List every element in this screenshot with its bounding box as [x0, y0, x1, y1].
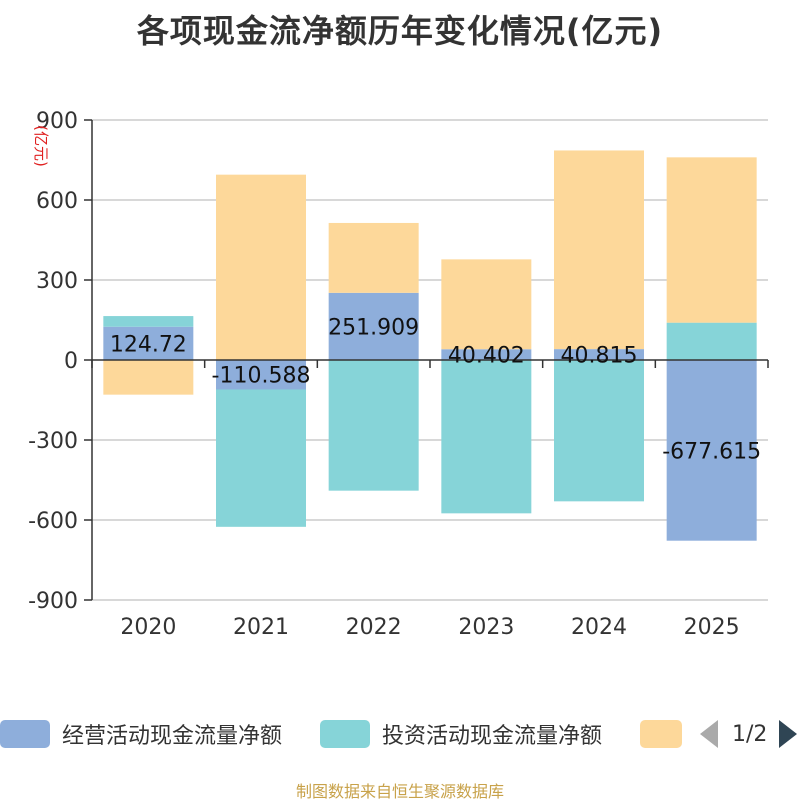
y-tick-label: -900	[28, 589, 78, 614]
pager-prev-icon[interactable]	[700, 720, 718, 748]
legend-label-operating: 经营活动现金流量净额	[62, 724, 283, 749]
legend-item-financing[interactable]	[640, 716, 694, 752]
bar-group	[103, 150, 757, 541]
data-label: 251.909	[328, 315, 419, 340]
source-note: 制图数据来自恒生聚源数据库	[295, 782, 504, 801]
y-axis-unit-label: (亿元)	[32, 125, 50, 167]
legend-swatch-investing	[320, 720, 370, 748]
bar-s0-2024[interactable]	[554, 349, 644, 360]
x-tick-label: 2021	[233, 615, 289, 640]
bar-s1-2024[interactable]	[554, 360, 644, 502]
bar-s0-2020[interactable]	[103, 326, 194, 360]
bar-s2-2023[interactable]	[441, 259, 532, 350]
legend: 经营活动现金流量净额 投资活动现金流量净额	[0, 716, 800, 752]
x-tick-label: 2023	[458, 615, 514, 640]
data-label: -677.615	[662, 439, 761, 464]
y-tick-label: -300	[28, 429, 78, 454]
legend-pager: 1/2	[700, 716, 798, 752]
bar-s2-2020[interactable]	[103, 360, 194, 395]
y-tick-label: 900	[36, 109, 78, 134]
x-tick-label: 2025	[684, 615, 740, 640]
legend-swatch-operating	[0, 720, 50, 748]
x-tick-label: 2020	[120, 615, 176, 640]
data-label: 124.72	[110, 332, 187, 357]
data-labels: 124.72 -110.588 251.909 40.402 40.815 -677.61…	[110, 315, 761, 464]
data-label: -110.588	[212, 364, 311, 389]
x-tick-label: 2022	[346, 615, 402, 640]
pager-next-icon[interactable]	[779, 720, 798, 748]
chart-title: 各项现金流净额历年变化情况(亿元)	[136, 12, 664, 50]
bar-s1-2020[interactable]	[103, 316, 194, 327]
bar-s0-2022[interactable]	[328, 292, 419, 360]
legend-label-investing: 投资活动现金流量净额	[382, 724, 603, 749]
legend-item-operating[interactable]: 经营活动现金流量净额	[0, 716, 282, 752]
legend-item-investing[interactable]: 投资活动现金流量净额	[320, 716, 602, 752]
bar-s2-2022[interactable]	[328, 222, 419, 293]
x-tick-label: 2024	[571, 615, 627, 640]
data-label: 40.815	[561, 344, 638, 369]
axes: -900 -600 -300 0 300 600 900 2020 2021 2022 2023 20…	[28, 109, 769, 640]
bar-s0-2021[interactable]	[216, 360, 306, 390]
bar-s2-2024[interactable]	[554, 150, 644, 350]
bar-s1-2022[interactable]	[328, 360, 419, 491]
bar-s2-2021[interactable]	[216, 174, 306, 360]
y-tick-label: 300	[36, 269, 78, 294]
bar-s1-2021[interactable]	[216, 389, 306, 527]
bar-s0-2025[interactable]	[666, 360, 757, 541]
y-tick-label: -600	[28, 509, 78, 534]
y-tick-label: 600	[36, 189, 78, 214]
data-label: 40.402	[448, 344, 525, 369]
bar-s2-2025[interactable]	[666, 157, 757, 323]
legend-swatch-financing	[640, 720, 682, 748]
bar-s1-2023[interactable]	[441, 360, 532, 514]
bar-s0-2023[interactable]	[441, 349, 532, 360]
pager-text: 1/2	[732, 721, 768, 747]
grid-lines	[92, 119, 768, 601]
bar-s1-2025[interactable]	[666, 322, 757, 360]
y-tick-label: 0	[64, 349, 78, 374]
